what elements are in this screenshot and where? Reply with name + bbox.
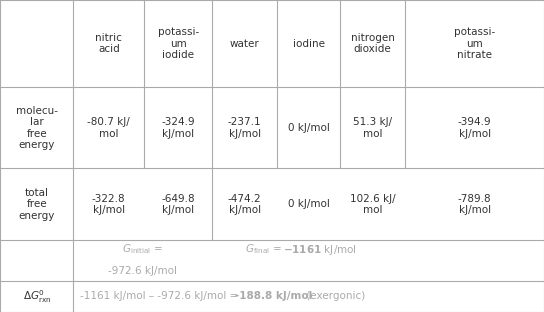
Text: $G_\mathrm{final}$ =: $G_\mathrm{final}$ = <box>245 243 282 256</box>
Text: -1161 kJ/mol – -972.6 kJ/mol =: -1161 kJ/mol – -972.6 kJ/mol = <box>80 291 242 301</box>
Text: water: water <box>230 39 259 49</box>
Text: $\Delta G^0_\mathrm{rxn}$: $\Delta G^0_\mathrm{rxn}$ <box>22 288 51 305</box>
Text: 102.6 kJ/
mol: 102.6 kJ/ mol <box>350 193 395 215</box>
Text: $G_\mathrm{initial}$ =: $G_\mathrm{initial}$ = <box>122 243 163 256</box>
Text: 0 kJ/mol: 0 kJ/mol <box>288 123 330 133</box>
Text: -80.7 kJ/
mol: -80.7 kJ/ mol <box>88 117 130 139</box>
Text: total
free
energy: total free energy <box>18 188 55 221</box>
Text: nitric
acid: nitric acid <box>95 33 122 55</box>
Text: -324.9
kJ/mol: -324.9 kJ/mol <box>162 117 195 139</box>
Text: -789.8
kJ/mol: -789.8 kJ/mol <box>458 193 491 215</box>
Text: $\mathbf{-1161\ \mathrm{kJ/mol}}$: $\mathbf{-1161\ \mathrm{kJ/mol}}$ <box>283 243 357 256</box>
Text: -322.8
kJ/mol: -322.8 kJ/mol <box>92 193 126 215</box>
Text: nitrogen
dioxide: nitrogen dioxide <box>351 33 394 55</box>
Text: potassi-
um
nitrate: potassi- um nitrate <box>454 27 495 60</box>
Text: molecu-
lar
free
energy: molecu- lar free energy <box>16 105 58 150</box>
Text: 51.3 kJ/
mol: 51.3 kJ/ mol <box>353 117 392 139</box>
Text: potassi-
um
iodide: potassi- um iodide <box>158 27 199 60</box>
Text: -237.1
kJ/mol: -237.1 kJ/mol <box>228 117 262 139</box>
Text: -188.8 kJ/mol: -188.8 kJ/mol <box>235 291 312 301</box>
Text: -474.2
kJ/mol: -474.2 kJ/mol <box>228 193 262 215</box>
Text: -394.9
kJ/mol: -394.9 kJ/mol <box>458 117 491 139</box>
Text: 0 kJ/mol: 0 kJ/mol <box>288 199 330 209</box>
Text: (exergonic): (exergonic) <box>304 291 366 301</box>
Text: -649.8
kJ/mol: -649.8 kJ/mol <box>162 193 195 215</box>
Text: iodine: iodine <box>293 39 325 49</box>
Text: -972.6 kJ/mol: -972.6 kJ/mol <box>108 266 177 276</box>
